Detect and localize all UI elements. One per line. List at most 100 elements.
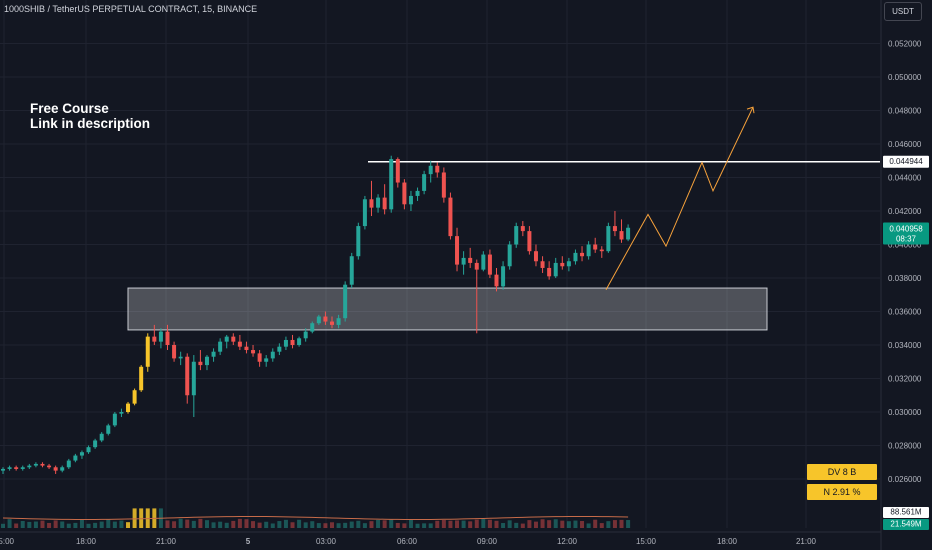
- volume-bar: [310, 521, 315, 528]
- candle: [172, 341, 177, 362]
- candle-body: [349, 256, 354, 285]
- candle: [560, 256, 565, 270]
- candle: [14, 465, 19, 471]
- candle: [152, 324, 157, 345]
- candle-body: [290, 339, 295, 345]
- candle-body: [277, 346, 282, 352]
- volume-bar: [20, 520, 25, 528]
- volume-bar: [566, 521, 571, 528]
- candle-body: [303, 331, 308, 339]
- volume-ma-line: [2, 515, 629, 521]
- volume-bar: [277, 521, 282, 528]
- candle-body: [79, 452, 84, 456]
- candle-body: [178, 356, 183, 359]
- candle: [533, 244, 538, 267]
- x-tick-label: 03:00: [316, 537, 337, 546]
- candle: [468, 247, 473, 268]
- volume-bar: [33, 521, 38, 528]
- candle: [224, 334, 229, 349]
- volume-bar: [323, 523, 328, 528]
- annotation-line-1: Free Course: [30, 101, 109, 116]
- volume-bar: [106, 519, 111, 528]
- y-tick-label: 0.048000: [888, 107, 922, 116]
- projection-arrow-head: [746, 106, 755, 114]
- candle-body: [560, 262, 565, 267]
- candle: [93, 438, 98, 449]
- volume-bar: [547, 520, 552, 528]
- candle: [514, 222, 519, 248]
- volume-bar: [606, 521, 611, 528]
- candle-body: [47, 465, 52, 468]
- volume-bar: [244, 519, 249, 528]
- candle-body: [356, 226, 361, 257]
- volume-bar: [455, 520, 460, 528]
- candle-body: [139, 366, 144, 391]
- candle: [626, 224, 631, 242]
- y-tick-label: 0.036000: [888, 308, 922, 317]
- candle-body: [283, 339, 288, 347]
- volume-bar: [224, 522, 229, 528]
- volume-bar: [481, 518, 486, 528]
- countdown-label: 08:37: [896, 234, 917, 243]
- candle: [553, 257, 558, 278]
- x-tick-label: 06:00: [397, 537, 418, 546]
- candle: [139, 365, 144, 392]
- candle-body: [441, 172, 446, 198]
- candle: [448, 192, 453, 240]
- candle: [487, 249, 492, 278]
- volume-bar: [514, 522, 519, 528]
- y-tick-label: 0.038000: [888, 274, 922, 283]
- candle: [211, 348, 216, 362]
- candle: [53, 465, 58, 474]
- candle: [33, 462, 38, 468]
- volume-bar: [66, 523, 71, 528]
- volume-bar: [330, 522, 334, 528]
- candle-body: [33, 463, 38, 466]
- volume-bar: [402, 523, 407, 528]
- volume-bar: [501, 523, 506, 528]
- candle: [47, 463, 52, 469]
- candle-body: [626, 227, 631, 240]
- volume-bar: [560, 520, 565, 528]
- volume-bar: [316, 523, 321, 528]
- volume-last-label-bg: [883, 507, 929, 518]
- volume-bar: [14, 523, 19, 528]
- candle-body: [487, 254, 492, 275]
- candle-body: [158, 331, 163, 342]
- candle: [270, 348, 275, 362]
- candle-body: [251, 350, 256, 354]
- x-tick-label: 09:00: [477, 537, 498, 546]
- candle-body: [343, 284, 348, 319]
- dv-badge: DV 8 B: [807, 464, 877, 480]
- n-badge: N 2.91 %: [807, 484, 877, 500]
- candle: [198, 350, 203, 371]
- candle-body: [612, 226, 617, 232]
- volume-bar: [86, 523, 91, 528]
- candle-body: [599, 249, 604, 252]
- volume-bar: [336, 523, 341, 528]
- volume-bar: [1, 523, 5, 528]
- candle: [158, 328, 163, 349]
- volume-bar: [99, 521, 104, 528]
- x-tick-label: 21:00: [796, 537, 817, 546]
- y-tick-label: 0.032000: [888, 375, 922, 384]
- volume-bar: [303, 522, 308, 528]
- candle: [99, 432, 104, 443]
- candle: [422, 170, 427, 195]
- volume-ma-label-bg: [883, 519, 929, 530]
- promo-annotation: Free Course Link in description: [30, 101, 150, 131]
- candle-body: [86, 447, 91, 453]
- candle: [20, 465, 25, 471]
- volume-bar: [382, 520, 387, 528]
- candle-body: [448, 197, 453, 237]
- volume-bar: [553, 519, 558, 528]
- y-tick-label: 0.052000: [888, 40, 922, 49]
- candle: [185, 353, 190, 404]
- volume-bar: [356, 520, 361, 528]
- candle: [264, 355, 269, 367]
- candle-body: [428, 165, 433, 175]
- candle-body: [395, 159, 400, 183]
- currency-button[interactable]: USDT: [884, 2, 922, 21]
- candle: [593, 237, 598, 253]
